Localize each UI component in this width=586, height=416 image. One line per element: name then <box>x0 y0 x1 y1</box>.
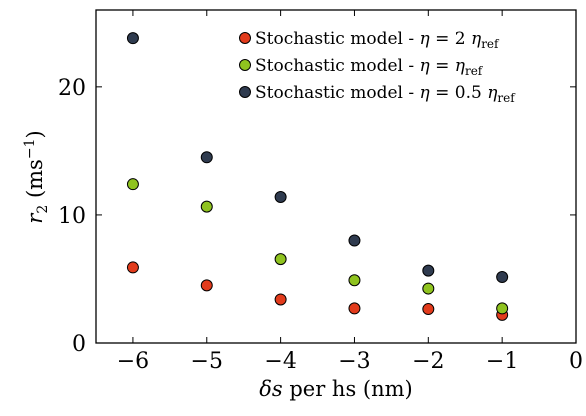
data-points <box>126 32 509 321</box>
y-tick-label: 10 <box>58 204 86 229</box>
x-tick-label: 0 <box>569 349 583 374</box>
x-tick-label: −3 <box>338 349 370 374</box>
data-point <box>274 293 287 306</box>
legend-label: Stochastic model - η = 2 ηref <box>255 29 500 51</box>
data-point <box>422 264 435 277</box>
data-point <box>348 302 361 315</box>
data-point <box>126 178 139 191</box>
y-tick-label: 20 <box>58 76 86 101</box>
x-axis-label: δs per hs (nm) <box>259 377 412 401</box>
legend: Stochastic model - η = 2 ηref Stochastic … <box>239 29 516 105</box>
data-point <box>422 282 435 295</box>
plot-frame <box>95 9 577 344</box>
legend-label: Stochastic model - η = 0.5 ηref <box>255 83 516 105</box>
data-point <box>274 190 287 203</box>
legend-marker <box>239 86 251 98</box>
y-tick-label: 0 <box>72 332 86 357</box>
legend-marker <box>239 32 251 44</box>
axis-ticks: −6 −5 −4 −3 −2 −1 0 0 10 20 <box>58 10 583 374</box>
data-point <box>200 200 213 213</box>
x-tick-label: −6 <box>117 349 149 374</box>
data-point <box>422 303 435 316</box>
data-point <box>274 253 287 266</box>
y-axis-label: r2 (ms−1) <box>22 130 51 223</box>
data-point <box>496 271 509 284</box>
data-point <box>200 279 213 292</box>
data-point <box>496 302 509 315</box>
x-tick-label: −4 <box>264 349 296 374</box>
legend-marker <box>239 59 251 71</box>
data-point <box>348 234 361 247</box>
data-point <box>126 32 139 45</box>
legend-label: Stochastic model - η = ηref <box>255 56 484 78</box>
data-point <box>200 151 213 164</box>
data-point <box>348 274 361 287</box>
data-point <box>126 261 139 274</box>
x-tick-label: −5 <box>191 349 223 374</box>
x-tick-label: −2 <box>412 349 444 374</box>
x-tick-label: −1 <box>486 349 518 374</box>
